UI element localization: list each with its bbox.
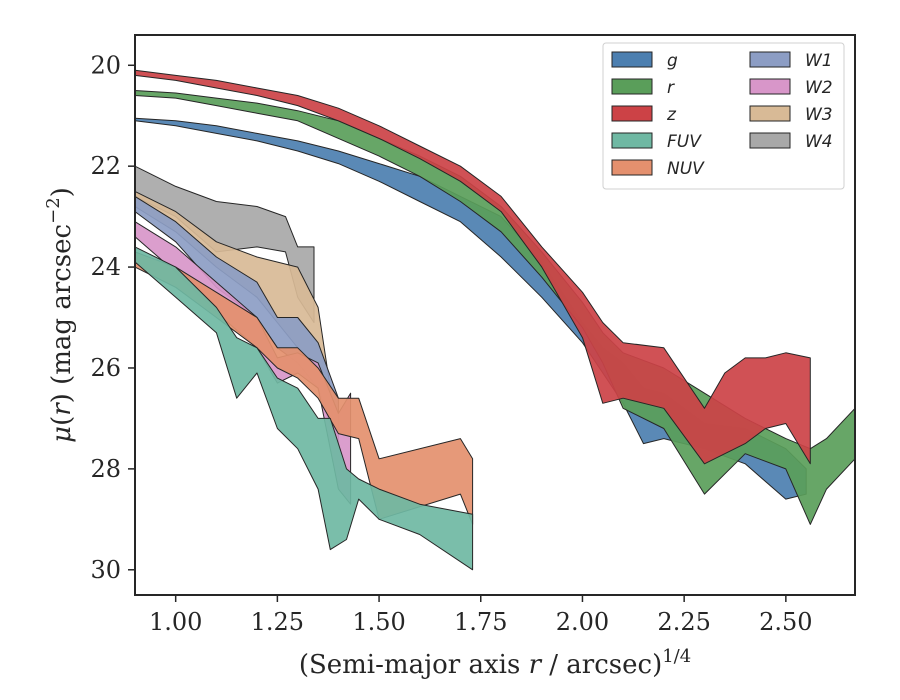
x-axis-label-pre: (Semi-major axis	[299, 650, 529, 680]
band-fuv	[134, 246, 474, 571]
y-axis-label-close: )	[47, 393, 77, 403]
x-axis-label-sup: 1/4	[662, 646, 691, 667]
y-tick-label: 20	[90, 51, 121, 79]
legend-label-w4: W4	[805, 132, 833, 152]
legend-label-g: g	[667, 51, 678, 71]
legend-label-z: z	[666, 105, 677, 125]
x-tick-label: 1.75	[454, 608, 507, 636]
x-axis-ticks: 1.00 1.25 1.50 1.75 2.00 2.25 2.50	[149, 595, 813, 636]
y-axis-label-open: (	[47, 416, 77, 426]
legend-label-nuv: NUV	[667, 159, 705, 179]
legend-swatch-nuv	[611, 159, 653, 176]
x-tick-label: 1.00	[149, 608, 202, 636]
legend-swatch-g	[611, 51, 653, 68]
x-tick-label: 2.50	[759, 608, 812, 636]
legend-label-w3: W3	[805, 105, 833, 125]
y-tick-label: 22	[90, 152, 121, 180]
x-tick-label: 2.00	[556, 608, 609, 636]
legend-label-w2: W2	[805, 78, 833, 98]
y-axis-label-sup: −2	[43, 197, 64, 224]
y-axis-label-unit: (mag arcsec	[47, 224, 77, 393]
y-axis-ticks: 20 22 24 26 28 30	[90, 51, 135, 584]
x-tick-label: 1.25	[251, 608, 304, 636]
legend-swatch-z	[611, 105, 653, 122]
y-tick-label: 28	[90, 455, 121, 483]
y-tick-label: 26	[90, 354, 121, 382]
legend-label-fuv: FUV	[667, 132, 702, 152]
y-axis-label-var: r	[47, 402, 77, 416]
legend-label-w1: W1	[805, 51, 833, 71]
legend-swatch-w3	[749, 105, 791, 122]
x-axis-label-post: / arcsec)	[541, 650, 662, 680]
plot-frame	[134, 34, 856, 596]
chart-bands	[134, 69, 856, 571]
legend-swatch-w4	[749, 132, 791, 149]
legend-swatch-r	[611, 78, 653, 95]
legend-swatch-w2	[749, 78, 791, 95]
x-tick-label: 1.50	[352, 608, 405, 636]
y-tick-label: 30	[90, 556, 121, 584]
y-tick-label: 24	[90, 253, 121, 281]
legend-swatch-fuv	[611, 132, 653, 149]
y-axis-label: μ(r) (mag arcsec−2)	[43, 187, 77, 443]
band-z	[134, 69, 811, 465]
x-tick-label: 2.25	[657, 608, 710, 636]
x-axis-label: (Semi-major axis r / arcsec)1/4	[299, 646, 691, 680]
x-axis-label-var: r	[529, 650, 543, 680]
legend-swatch-w1	[749, 51, 791, 68]
legend-label-r: r	[667, 78, 675, 98]
y-axis-label-mu: μ	[47, 426, 77, 443]
legend: grz FUV NUV W1 W2 W3 W4	[602, 42, 845, 190]
y-axis-label-end: )	[47, 187, 77, 197]
